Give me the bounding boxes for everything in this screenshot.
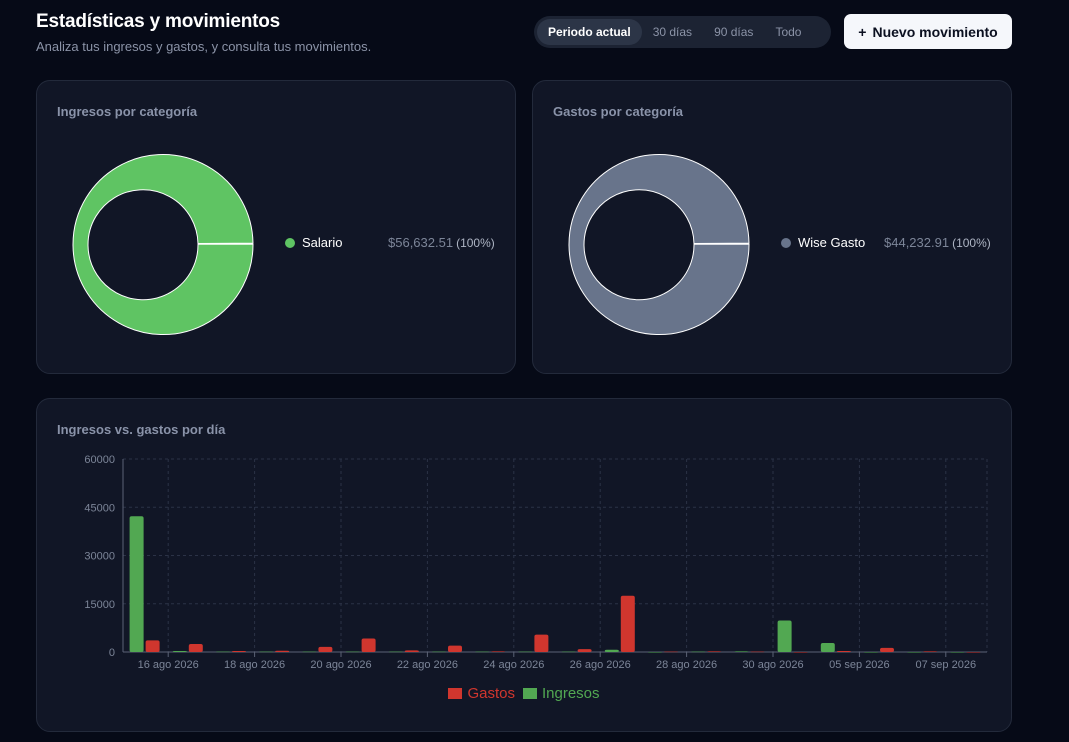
bar-gastos	[664, 651, 678, 653]
y-tick-label: 0	[109, 647, 115, 659]
legend-ingresos[interactable]: Ingresos	[522, 685, 600, 702]
bar-gastos	[707, 651, 722, 652]
x-tick-label: 05 sep 2026	[829, 659, 890, 671]
legend-gastos[interactable]: Gastos	[448, 685, 515, 702]
x-tick-label: 18 ago 2026	[224, 659, 285, 671]
bar-ingresos	[302, 651, 317, 653]
expense-category-card: Gastos por categoría Wise Gasto $44,232.…	[532, 80, 1012, 374]
bar-gastos	[793, 652, 808, 653]
bar-gastos	[880, 647, 894, 652]
bar-ingresos	[518, 651, 533, 653]
income-legend-dot	[285, 237, 295, 248]
expense-donut-chart	[568, 154, 750, 336]
legend-ingresos-label: Ingresos	[541, 685, 600, 702]
daily-bar-chart: 0 15000 30000 45000 60000 16 ago 2026 18 ago 2…	[84, 454, 988, 671]
bar-gastos	[145, 640, 160, 652]
bar-gastos	[318, 646, 333, 652]
bar-ingresos	[345, 651, 360, 653]
bar-ingresos	[216, 651, 230, 653]
period-filter: Periodo actual 30 días 90 días Todo	[534, 16, 831, 48]
bar-ingresos	[561, 651, 576, 653]
bar-gastos	[534, 634, 549, 652]
x-tick-label: 16 ago 2026	[138, 659, 199, 671]
bar-ingresos	[691, 651, 706, 653]
x-tick-label: 28 ago 2026	[656, 659, 717, 671]
income-card-title: Ingresos por categoría	[57, 104, 198, 119]
page-subtitle: Analiza tus ingresos y gastos, y consult…	[36, 39, 372, 54]
bar-gastos	[620, 595, 635, 652]
bar-gastos	[750, 651, 765, 653]
bar-ingresos	[864, 652, 878, 653]
income-legend-value: $56,632.51 (100%)	[388, 235, 495, 250]
bar-ingresos	[129, 516, 144, 652]
daily-income-expense-card: Ingresos vs. gastos por día 0 15000 30000 4…	[36, 398, 1012, 732]
x-tick-label: 07 sep 2026	[916, 659, 977, 671]
bar-ingresos	[604, 649, 619, 652]
bar-gastos	[232, 651, 246, 652]
expense-legend-dot	[781, 237, 791, 248]
bar-gastos	[361, 638, 376, 652]
income-legend-item: Salario	[285, 235, 342, 250]
bar-ingresos	[734, 651, 749, 652]
daily-card-title: Ingresos vs. gastos por día	[57, 422, 226, 437]
expense-legend-item: Wise Gasto	[781, 235, 865, 250]
legend-gastos-label: Gastos	[467, 685, 515, 702]
x-tick-label: 26 ago 2026	[570, 659, 631, 671]
plus-icon: +	[858, 23, 867, 40]
bar-gastos	[836, 651, 851, 652]
new-movement-label: Nuevo movimiento	[872, 23, 998, 40]
page-title: Estadísticas y movimientos	[36, 11, 281, 32]
income-category-card: Ingresos por categoría Salario $56,632.5…	[36, 80, 516, 374]
bar-ingresos	[777, 620, 792, 652]
bar-ingresos	[388, 651, 403, 653]
period-all-button[interactable]: Todo	[764, 19, 812, 45]
bar-ingresos	[820, 642, 835, 652]
x-tick-label: 20 ago 2026	[310, 659, 371, 671]
bar-ingresos	[648, 652, 662, 653]
bar-ingresos	[950, 652, 965, 653]
expense-legend-name: Wise Gasto	[798, 235, 866, 250]
bar-gastos	[275, 650, 290, 652]
bar-ingresos	[475, 651, 490, 653]
expense-legend-value: $44,232.91 (100%)	[884, 235, 991, 250]
bar-gastos	[448, 645, 462, 652]
bar-ingresos	[259, 651, 274, 653]
bar-gastos	[404, 650, 419, 652]
bar-gastos	[491, 651, 506, 652]
bar-gastos	[188, 643, 203, 652]
income-legend-amount: $56,632.51	[388, 235, 454, 250]
income-legend-name: Salario	[302, 235, 343, 250]
expense-legend-amount: $44,232.91	[884, 235, 950, 250]
y-tick-label: 60000	[84, 454, 115, 466]
period-current-button[interactable]: Periodo actual	[537, 19, 642, 45]
y-tick-label: 45000	[84, 502, 115, 514]
bar-ingresos	[172, 651, 187, 652]
bar-gastos	[577, 649, 592, 652]
expense-card-title: Gastos por categoría	[553, 104, 684, 119]
bar-ingresos	[907, 652, 922, 653]
expense-legend-percent: (100%)	[952, 235, 991, 250]
period-90-days-button[interactable]: 90 días	[703, 19, 764, 45]
income-donut-slice-salario[interactable]	[72, 154, 254, 336]
x-tick-label: 24 ago 2026	[483, 659, 544, 671]
y-tick-label: 30000	[84, 551, 115, 563]
period-30-days-button[interactable]: 30 días	[642, 19, 703, 45]
chart-legend: Gastos Ingresos	[37, 685, 1011, 702]
legend-ingresos-swatch	[522, 688, 537, 699]
bar-ingresos	[432, 651, 446, 653]
expense-donut-slice-wise-gasto[interactable]	[568, 154, 750, 336]
legend-gastos-swatch	[448, 688, 463, 699]
income-legend-percent: (100%)	[456, 235, 495, 250]
bar-gastos	[923, 651, 938, 652]
bar-gastos	[966, 652, 981, 653]
x-tick-label: 22 ago 2026	[397, 659, 458, 671]
new-movement-button[interactable]: + Nuevo movimiento	[844, 14, 1012, 49]
income-donut-chart	[72, 154, 254, 336]
x-tick-label: 30 ago 2026	[742, 659, 803, 671]
y-tick-label: 15000	[84, 599, 115, 611]
